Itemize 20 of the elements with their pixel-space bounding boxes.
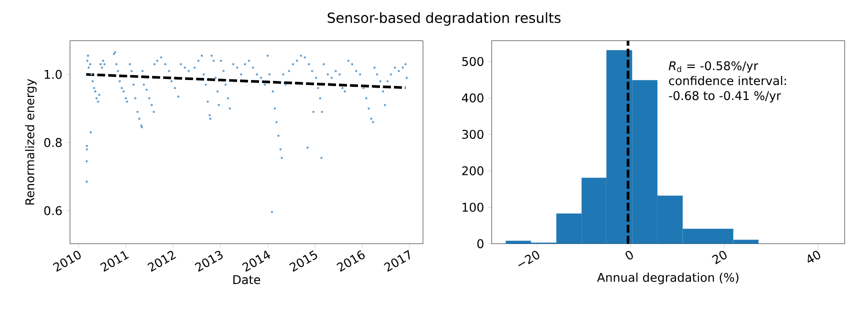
y-tick-label: 0 xyxy=(477,239,484,248)
x-axis-title: Annual degradation (%) xyxy=(597,272,738,284)
y-tick-label: 400 xyxy=(462,93,484,102)
y-tick-label: 200 xyxy=(462,166,484,176)
x-tick-label: 20 xyxy=(712,250,727,264)
y-tick-label: 100 xyxy=(462,202,484,212)
annotation: confidence interval: xyxy=(669,76,786,86)
y-tick-label: 300 xyxy=(462,130,484,139)
chart-title: Sensor-based degradation results xyxy=(328,12,561,26)
annotation: -0.68 to -0.41 %/yr xyxy=(668,91,782,102)
x-tick-label: −20 xyxy=(518,250,540,266)
annotation: R$_{d}$ = -0.58%/yr xyxy=(668,61,758,73)
y-axis-title: Renormalized energy xyxy=(25,79,37,205)
y-tick-label: 1.0 xyxy=(44,70,62,79)
y-tick-label: 0.8 xyxy=(44,138,62,148)
x-tick-label: 0 xyxy=(626,250,633,260)
y-tick-label: 0.6 xyxy=(44,206,62,216)
x-tick-label: 40 xyxy=(808,250,820,263)
y-tick-label: 500 xyxy=(462,56,484,66)
x-axis-title: Date xyxy=(233,275,260,284)
